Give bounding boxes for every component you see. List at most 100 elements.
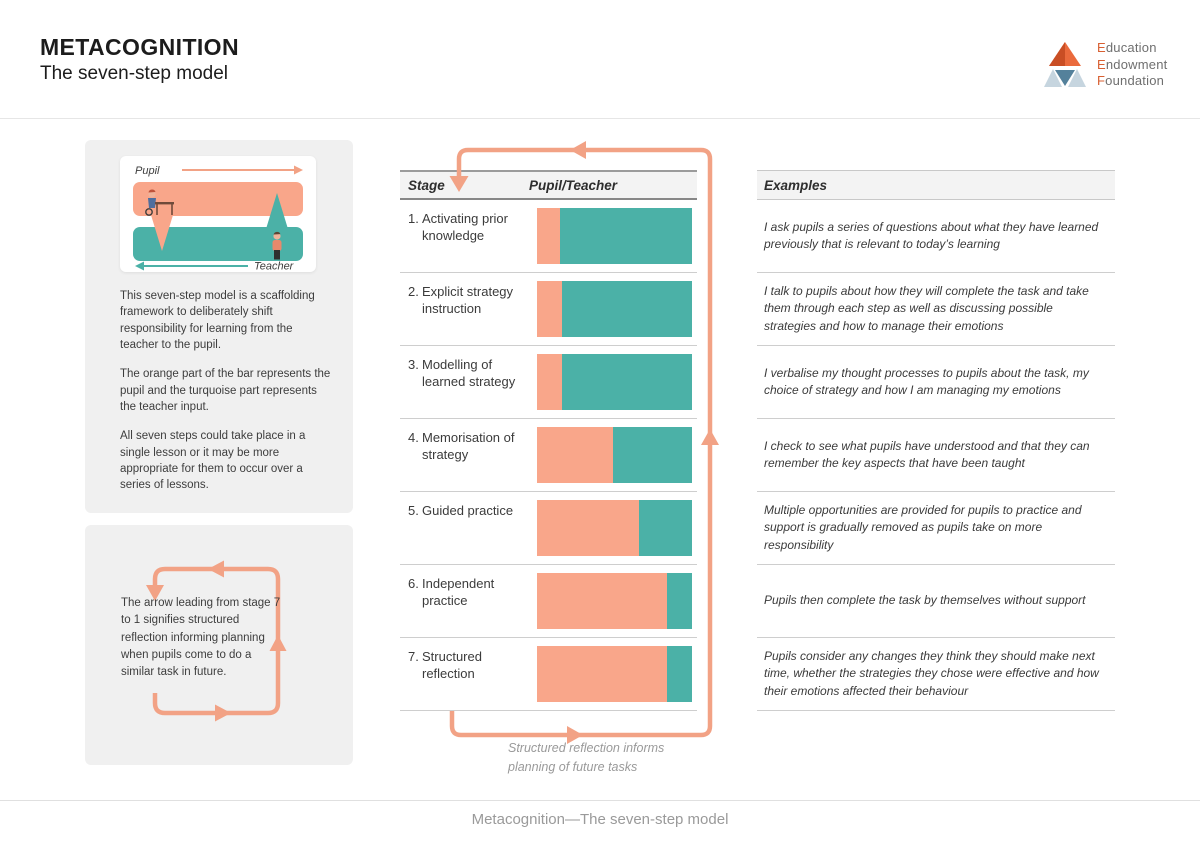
page-title: METACOGNITION [40,34,239,60]
example-row: I talk to pupils about how they will com… [757,273,1115,346]
example-row: Multiple opportunities are provided for … [757,492,1115,565]
stage-label: Explicit strategy instruction [422,284,514,316]
teacher-bar-segment [639,500,692,556]
stage-row: 1. Activating prior knowledge [400,200,697,273]
eef-logo-icon [1044,42,1086,87]
stage-row: 2. Explicit strategy instruction [400,273,697,346]
examples-column-header: Examples [757,170,1115,200]
loop-arrowhead-left-icon [208,560,224,578]
page-subtitle: The seven-step model [40,63,228,84]
teacher-bar-shape [133,227,303,261]
stage-number: 4. [408,430,419,445]
pupil-bar-shape [133,182,303,216]
loop-panel: The arrow leading from stage 7 to 1 sign… [85,525,353,765]
pupil-teacher-bar [537,427,692,483]
loop-arrowhead-down-icon [146,585,164,601]
example-text: Pupils then complete the task by themsel… [764,593,1086,608]
loop-arrowhead-up-icon [701,429,719,445]
logo-line: Education [1097,40,1157,55]
stage-number: 1. [408,211,419,226]
example-row: I ask pupils a series of questions about… [757,200,1115,273]
teacher-wedge-shape [266,193,288,229]
teacher-axis-label: Teacher [254,261,295,273]
stage-row: 5. Guided practice [400,492,697,565]
intro-copy: This seven-step model is a scaffolding f… [120,288,332,507]
stage-label: Modelling of learned strategy [422,357,516,389]
pupil-teacher-bar [537,354,692,410]
pupil-teacher-bar [537,573,692,629]
pupil-figure [145,189,174,216]
stage-row: 7. Structured reflection [400,638,697,711]
eef-logo-text: Education Endowment Foundation [1097,40,1167,90]
stage-label: Memorisation of strategy [422,430,515,462]
pupil-teacher-bar [537,281,692,337]
teacher-bar-segment [612,427,692,483]
teacher-bar-segment [667,646,692,702]
intro-paragraph: This seven-step model is a scaffolding f… [120,290,315,351]
pupil-axis-label: Pupil [135,165,160,177]
pupil-bar-segment [537,427,613,483]
examples-table: Examples I ask pupils a series of questi… [757,170,1115,711]
footer-title: Metacognition—The seven-step model [471,811,729,828]
stage-table: Stage Pupil/Teacher 1. Activating prior k… [400,170,697,711]
loop-caption: Structured reflection informs planning o… [508,741,665,774]
stage-label: Guided practice [422,503,514,518]
intro-panel: Pupil [85,140,353,513]
example-text: Pupils consider any changes they think t… [764,648,1099,698]
pupil-teacher-bar [537,646,692,702]
pupil-teacher-column-header: Pupil/Teacher [529,177,618,193]
loop-arrowhead-right-icon [215,704,231,722]
pupil-bar-segment [537,646,668,702]
example-text: I ask pupils a series of questions about… [764,219,1099,251]
loop-copy: The arrow leading from stage 7 to 1 sign… [121,597,281,678]
example-text: I verbalise my thought processes to pupi… [764,365,1089,397]
stage-row: 4. Memorisation of strategy [400,419,697,492]
footer-divider [0,800,1200,801]
pupil-arrowhead-icon [294,165,303,175]
teacher-bar-segment [560,208,692,264]
pupil-teacher-bar [537,500,692,556]
teacher-bar-segment [561,354,692,410]
stage-row: 6. Independent practice [400,565,697,638]
pupil-bar-segment [537,354,562,410]
stage-label: Activating prior knowledge [422,211,508,243]
loop-arrowhead-up-icon [269,635,287,651]
pupil-teacher-bar [537,208,692,264]
logo-line: Foundation [1097,73,1165,89]
stage-number: 6. [408,576,419,591]
logo-line: Endowment [1097,56,1168,72]
stage-number: 2. [408,284,419,299]
teacher-figure [272,231,282,260]
pupil-bar-segment [537,208,561,264]
stage-row: 3. Modelling of learned strategy [400,346,697,419]
stage-number: 3. [408,357,419,372]
pupil-wedge-shape [151,215,173,251]
stage-table-header: Stage Pupil/Teacher [400,170,697,200]
loop-arrowhead-left-icon [570,141,586,159]
example-row: I verbalise my thought processes to pupi… [757,346,1115,419]
stage-column-header: Stage [408,177,445,193]
example-row: Pupils then complete the task by themsel… [757,565,1115,638]
stage-number: 7. [408,649,419,664]
example-text: I check to see what pupils have understo… [764,438,1090,470]
intro-paragraph: The orange part of the bar represents th… [120,368,331,413]
teacher-bar-segment [667,573,692,629]
pupil-bar-segment [537,573,668,629]
example-text: I talk to pupils about how they will com… [764,283,1089,333]
teacher-bar-segment [561,281,692,337]
pupil-teacher-diagram-card: Pupil [120,156,316,273]
pupil-bar-segment [537,281,562,337]
header-divider [0,118,1200,119]
pupil-bar-segment [537,500,640,556]
teacher-arrowhead-icon [135,261,144,271]
example-row: Pupils consider any changes they think t… [757,638,1115,711]
pupil-teacher-diagram: Pupil [133,165,303,273]
example-row: I check to see what pupils have understo… [757,419,1115,492]
stage-label: Independent practice [422,576,495,608]
small-reflection-loop-arrow [146,560,287,722]
intro-paragraph: All seven steps could take place in a si… [120,430,306,492]
stage-label: Structured reflection [422,649,482,681]
eef-logo: Education Endowment Foundation [1042,40,1167,92]
example-text: Multiple opportunities are provided for … [764,502,1082,552]
